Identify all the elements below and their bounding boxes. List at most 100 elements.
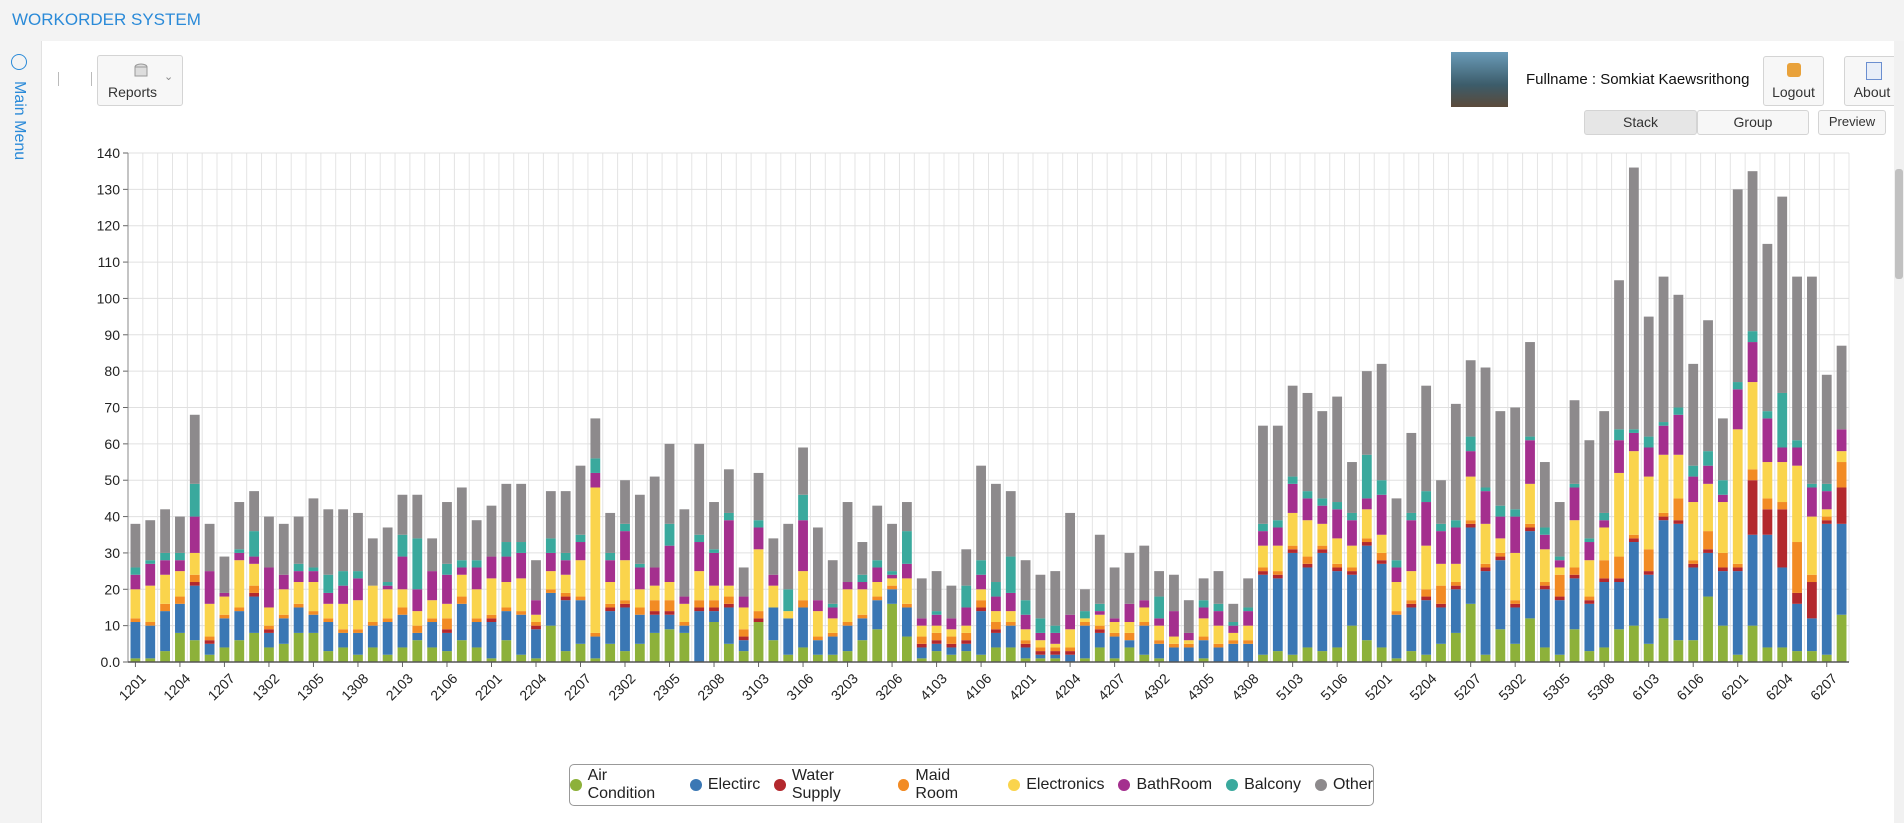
bar-segment <box>590 636 601 659</box>
legend-swatch <box>774 779 786 791</box>
logout-button[interactable]: Logout <box>1763 56 1824 106</box>
bar-segment <box>931 571 942 612</box>
bar-segment <box>145 563 156 586</box>
bar-segment <box>1183 632 1194 641</box>
bar-segment <box>1317 552 1328 652</box>
bar-segment <box>812 527 823 601</box>
bar-segment <box>605 560 616 583</box>
bar-segment <box>204 523 215 572</box>
bar-segment <box>442 618 452 630</box>
bar-segment <box>1688 560 1699 564</box>
bar-segment <box>397 614 408 648</box>
bar-segment <box>1569 483 1580 488</box>
bar-segment <box>397 647 408 662</box>
legend-item[interactable]: Electirc <box>689 776 760 794</box>
bar-segment <box>531 625 541 630</box>
bar-segment <box>264 516 274 568</box>
bar-segment <box>976 589 986 601</box>
bar-segment <box>160 574 170 604</box>
bar-segment <box>1347 574 1357 626</box>
bar-segment <box>501 542 512 557</box>
bar-segment <box>798 600 808 608</box>
bar-segment <box>1658 425 1669 455</box>
bar-segment <box>456 487 467 561</box>
bar-segment <box>1035 647 1046 652</box>
bar-segment <box>1821 491 1832 510</box>
bar-segment <box>1347 567 1357 572</box>
bar-segment <box>1302 556 1313 564</box>
bar-segment <box>1050 643 1061 648</box>
bar-segment <box>1747 342 1758 383</box>
bar-segment <box>1717 502 1728 553</box>
bar-segment <box>545 552 556 572</box>
group-button[interactable]: Group <box>1697 110 1809 135</box>
bar-segment <box>382 585 393 590</box>
bar-segment <box>1020 643 1031 648</box>
bar-segment <box>1347 520 1357 546</box>
bar-segment <box>664 600 675 612</box>
bar-segment <box>293 607 304 633</box>
scroll-thumb[interactable] <box>1895 169 1903 279</box>
bar-segment <box>249 531 260 557</box>
bar-segment <box>308 582 319 612</box>
x-tick-label: 5103 <box>1273 670 1306 703</box>
bar-segment <box>1658 618 1669 662</box>
bar-segment <box>827 618 838 633</box>
bar-segment <box>1747 171 1758 332</box>
bar-segment <box>1836 345 1847 430</box>
bar-segment <box>1302 392 1313 492</box>
legend-label: Electronics <box>1026 776 1105 793</box>
main-menu[interactable]: Main Menu <box>11 81 28 161</box>
bar-segment <box>931 625 942 633</box>
bar-segment <box>1065 654 1075 662</box>
bar-segment <box>1673 523 1684 641</box>
bar-segment <box>694 534 705 543</box>
bar-segment <box>1732 189 1743 383</box>
bar-segment <box>1821 520 1832 524</box>
legend: Air Condition Electirc Water Supply Maid Ro… <box>569 764 1374 806</box>
bar-segment <box>1614 472 1624 557</box>
bar-segment <box>1599 647 1610 662</box>
bar-segment <box>1658 512 1669 517</box>
bar-segment <box>620 651 630 662</box>
bar-segment <box>679 603 690 623</box>
bar-segment <box>798 494 808 521</box>
bar-segment <box>916 647 927 659</box>
legend-item[interactable]: Electronics <box>1008 776 1104 794</box>
legend-label: Other <box>1332 776 1373 793</box>
x-tick-label: 2201 <box>472 670 505 703</box>
bar-segment <box>293 632 304 662</box>
bar-segment <box>1450 403 1461 521</box>
bar-segment <box>1584 651 1595 662</box>
about-button[interactable]: About <box>1844 56 1900 106</box>
app-title[interactable]: WORKORDER SYSTEM <box>12 10 201 29</box>
bar-segment <box>812 611 823 637</box>
bar-segment <box>1688 640 1699 662</box>
bar-segment <box>827 654 838 662</box>
reports-button[interactable]: Reports ⌄ <box>97 55 183 106</box>
legend-item[interactable]: Air Condition <box>570 767 676 803</box>
logout-label: Logout <box>1772 84 1815 100</box>
avatar[interactable] <box>1451 52 1508 107</box>
bar-segment <box>738 629 749 637</box>
bar-segment <box>1688 363 1699 466</box>
preview-button[interactable]: Preview <box>1818 110 1886 135</box>
bar-segment <box>1183 600 1194 633</box>
bar-segment <box>501 582 512 608</box>
legend-item[interactable]: Other <box>1314 776 1373 794</box>
bar-segment <box>946 643 957 648</box>
bar-segment <box>1762 243 1773 412</box>
legend-item[interactable]: Maid Room <box>897 767 994 803</box>
menu-icon[interactable] <box>11 54 27 70</box>
bar-segment <box>1243 640 1254 644</box>
bar-segment <box>323 651 334 662</box>
bar-segment <box>887 585 897 590</box>
stack-button[interactable]: Stack <box>1584 110 1697 135</box>
legend-item[interactable]: Water Supply <box>774 767 884 803</box>
legend-item[interactable]: BathRoom <box>1118 776 1212 794</box>
bar-segment <box>1139 622 1150 626</box>
legend-item[interactable]: Balcony <box>1226 776 1301 794</box>
bar-segment <box>1332 571 1343 648</box>
scrollbar[interactable] <box>1894 41 1904 823</box>
bar-segment <box>293 563 304 572</box>
